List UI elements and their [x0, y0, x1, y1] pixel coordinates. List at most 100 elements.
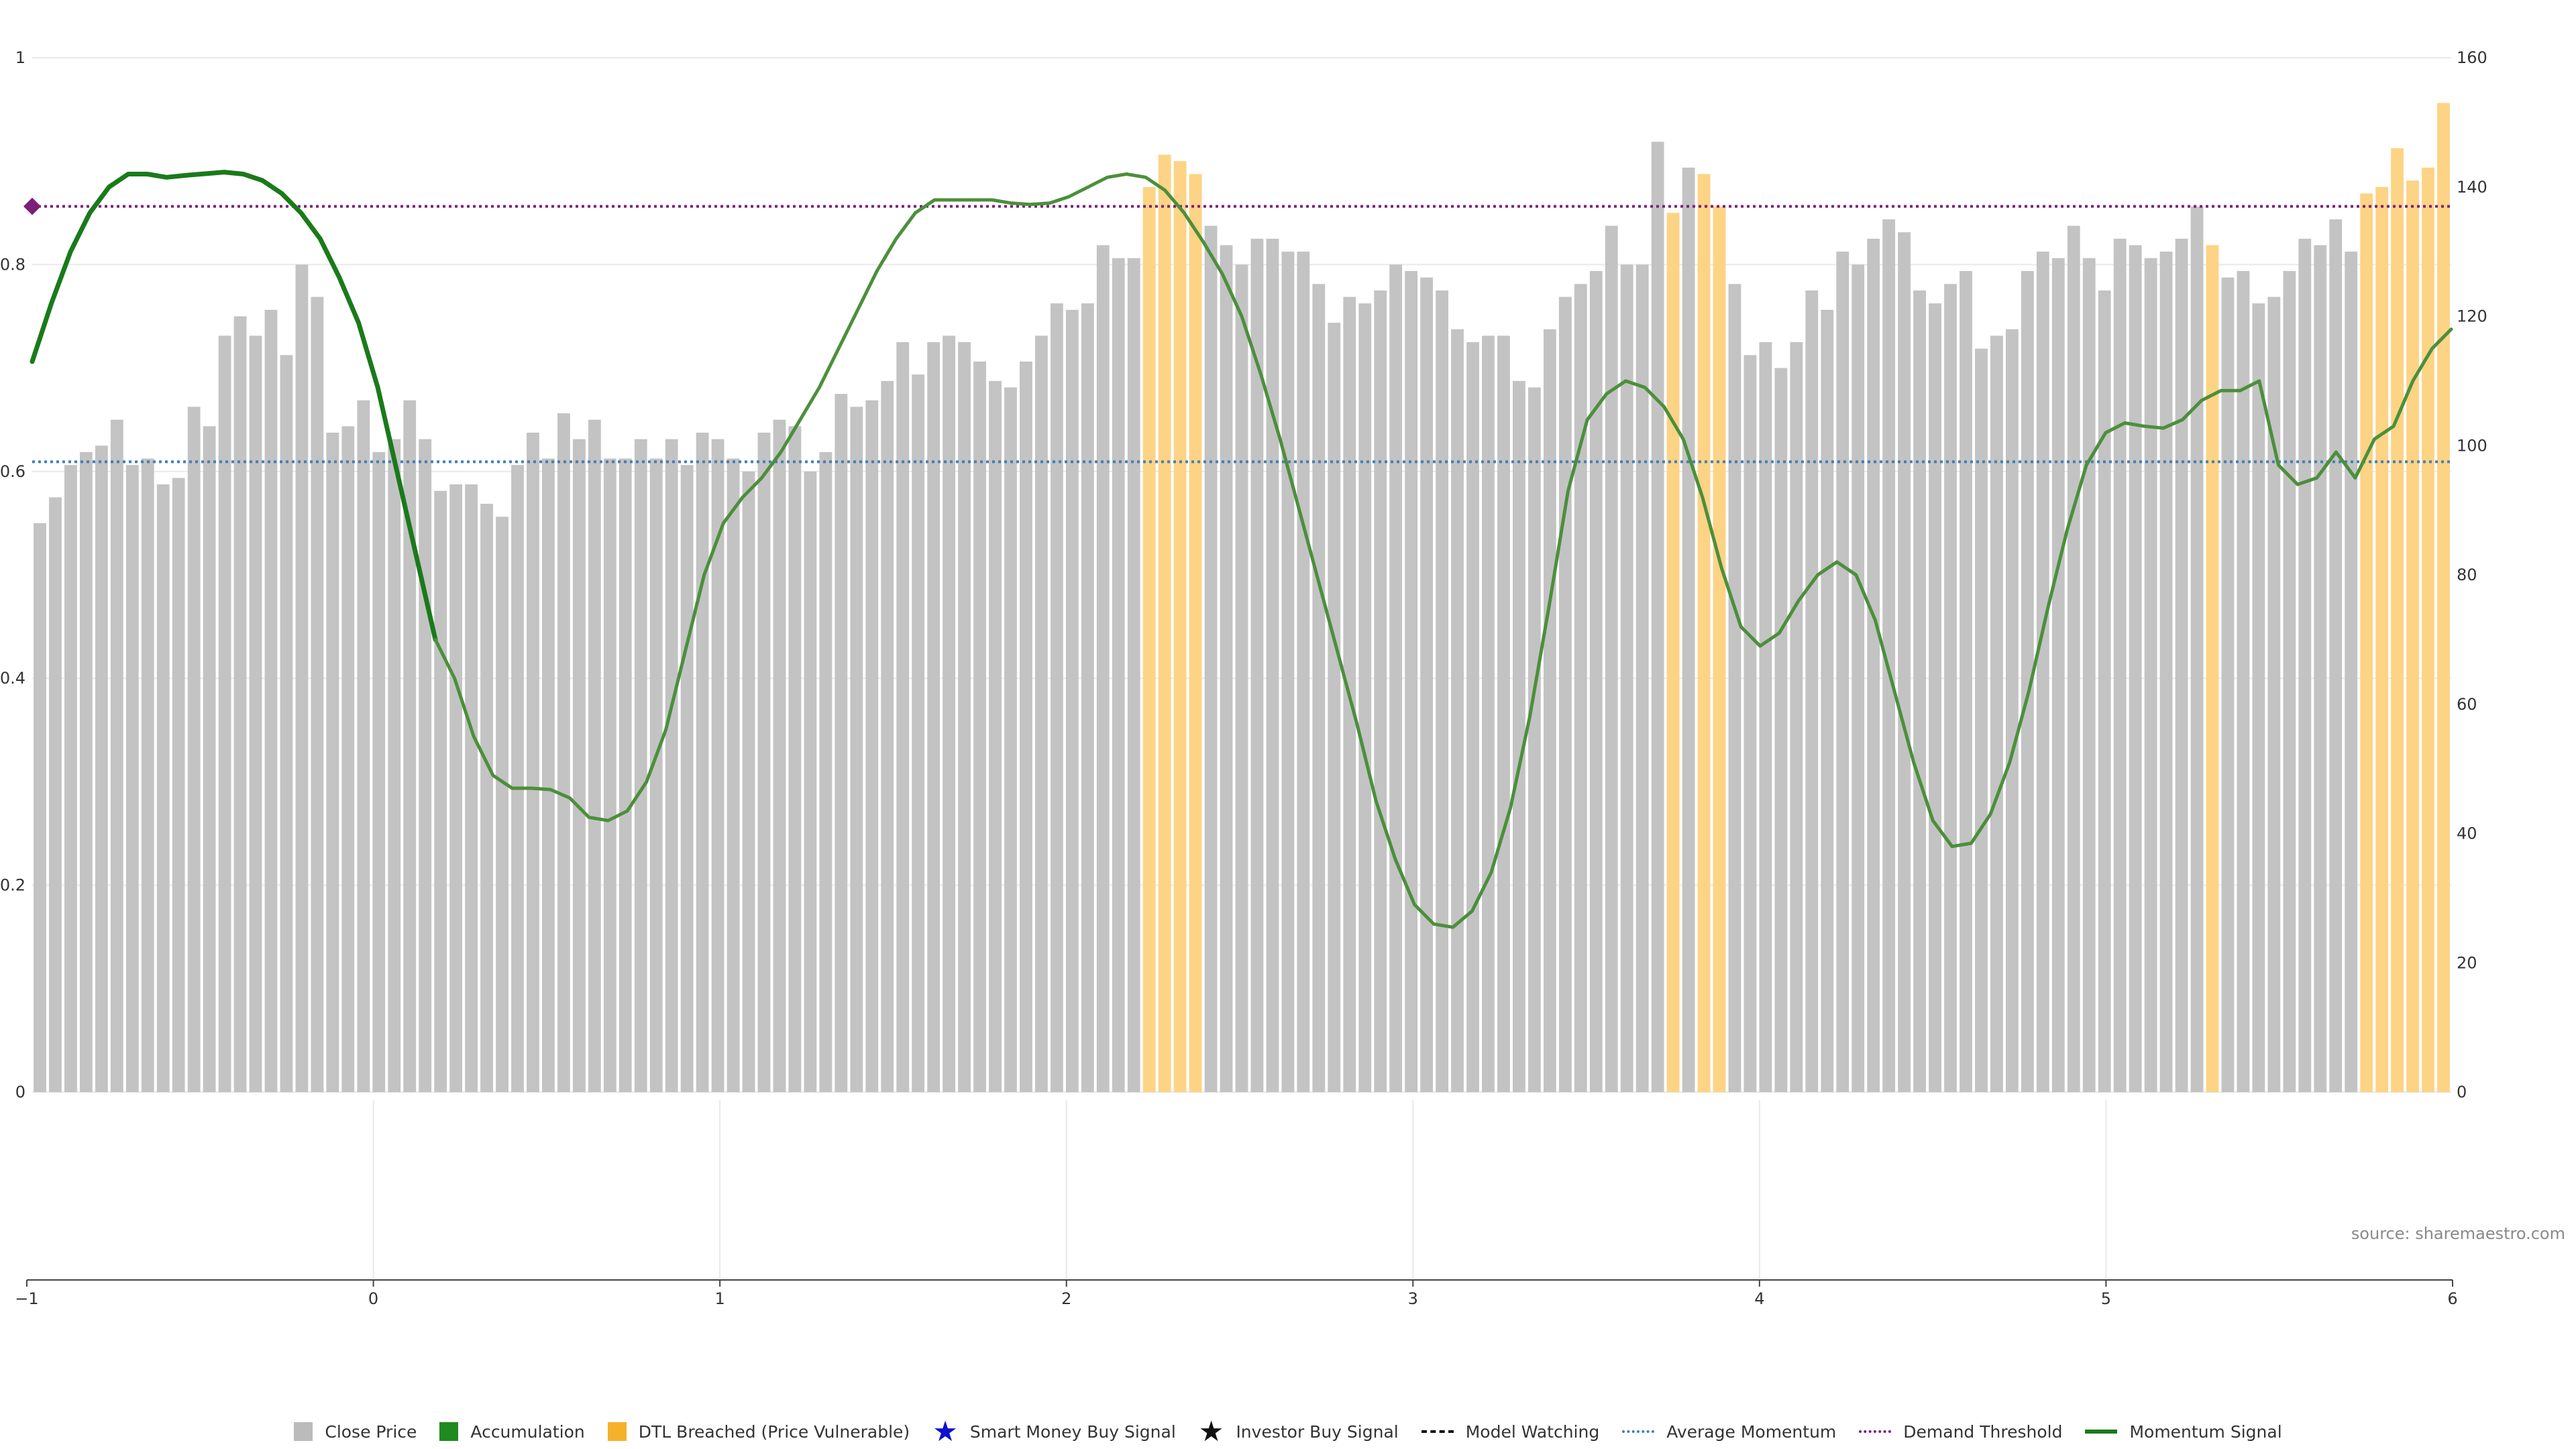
close-price-bar [280, 355, 293, 1092]
close-price-bar [742, 471, 755, 1092]
close-price-bar [1204, 225, 1218, 1093]
close-price-bar [2237, 271, 2250, 1092]
close-price-bar [2159, 252, 2173, 1093]
signal-lines [23, 170, 2453, 929]
legend-line-icon [2085, 1430, 2118, 1434]
right-axis-tick: 80 [2457, 566, 2477, 584]
close-price-bar [372, 451, 386, 1092]
close-price-bar [1436, 290, 1448, 1093]
close-price-bar [480, 503, 493, 1092]
close-price-bar [1374, 290, 1387, 1093]
close-price-bar [511, 465, 524, 1092]
close-price-bar [1759, 342, 1772, 1092]
dtl-breached-bar [2375, 186, 2389, 1092]
close-price-bar [896, 342, 910, 1092]
close-price-bar [1358, 303, 1372, 1093]
close-price-bar [2129, 245, 2142, 1092]
legend-item-model-watching: Model Watching [1421, 1422, 1599, 1442]
close-price-bar [1389, 264, 1403, 1092]
close-price-bar [156, 484, 170, 1092]
close-price-bar [2113, 238, 2127, 1093]
close-price-bar [2175, 238, 2188, 1093]
close-price-bars [34, 103, 2450, 1093]
close-price-bar [665, 439, 678, 1092]
close-price-bar [1497, 335, 1510, 1092]
legend-item-average-momentum: Average Momentum [1622, 1422, 1836, 1442]
left-axis-tick: 0.6 [0, 462, 25, 481]
dtl-breached-bar [1158, 154, 1171, 1092]
legend: Close Price Accumulation DTL Breached (Pri… [0, 1415, 2576, 1448]
dtl-breached-bar [1666, 213, 1680, 1092]
close-price-bar [2298, 238, 2312, 1093]
close-price-bar [49, 497, 62, 1092]
close-price-bar [757, 432, 771, 1092]
close-price-bar [958, 342, 971, 1092]
close-price-bar [95, 445, 108, 1092]
legend-line-icon [1421, 1430, 1454, 1433]
close-price-bar [1851, 264, 1865, 1092]
close-price-bar [1682, 167, 1695, 1093]
legend-line-icon [1859, 1430, 1892, 1433]
close-price-bar [2329, 219, 2343, 1093]
close-price-bar [1589, 271, 1603, 1092]
close-price-bar [434, 490, 447, 1092]
close-price-bar [619, 458, 632, 1092]
close-price-bar [419, 439, 432, 1092]
close-price-bar [1220, 245, 1233, 1092]
close-price-bar [1635, 264, 1649, 1092]
close-price-bar [1651, 142, 1664, 1092]
left-axis-tick: 0 [15, 1083, 25, 1102]
close-price-bar [1774, 368, 1788, 1092]
close-price-bar [341, 426, 355, 1092]
close-price-bar [1482, 335, 1495, 1092]
close-price-bar [649, 458, 663, 1092]
close-price-bar [218, 335, 231, 1092]
legend-item-momentum-signal: Momentum Signal [2085, 1422, 2282, 1442]
demand-threshold-marker [23, 197, 41, 215]
close-price-bar [2314, 245, 2327, 1092]
close-price-bar [2005, 329, 2019, 1092]
legend-label: DTL Breached (Price Vulnerable) [638, 1421, 910, 1442]
legend-square-icon [439, 1422, 459, 1441]
close-price-bar [727, 458, 740, 1092]
bottom-axis-tick: 1 [715, 1289, 725, 1308]
close-price-bar [1420, 277, 1434, 1092]
dtl-breached-bar [1697, 174, 1711, 1093]
close-price-bar [557, 413, 570, 1092]
close-price-bar [2252, 303, 2265, 1093]
close-price-bar [311, 297, 324, 1093]
close-price-bar [2190, 206, 2204, 1092]
close-price-bar [326, 432, 339, 1092]
momentum-signal-line-continued [433, 172, 2453, 929]
close-price-bar [1235, 264, 1248, 1092]
dtl-breached-bar [1142, 186, 1156, 1092]
close-price-bar [141, 458, 154, 1092]
dtl-breached-bar [2422, 167, 2434, 1093]
close-price-bar [1929, 303, 1941, 1093]
close-price-bar [110, 419, 123, 1092]
legend-label: Accumulation [470, 1421, 585, 1442]
close-price-bar [64, 465, 77, 1092]
close-price-bar [819, 451, 833, 1092]
close-price-bar [1250, 238, 1264, 1093]
close-price-bar [1620, 264, 1633, 1092]
close-price-bar [1913, 290, 1927, 1093]
dtl-breached-bar [1173, 161, 1187, 1093]
close-price-bar [2082, 258, 2096, 1092]
legend-label: Close Price [325, 1421, 417, 1442]
close-price-bar [1990, 335, 2003, 1092]
close-price-bar [2067, 225, 2080, 1093]
close-price-bar [1451, 329, 1464, 1092]
close-price-bar [1867, 238, 1880, 1093]
close-price-bar [1743, 355, 1757, 1092]
close-price-bar [203, 426, 216, 1092]
close-price-bar [527, 432, 539, 1092]
momentum-chart: 0 0.2 0.4 0.6 0.8 1 0 20 40 60 80 100 120 140 160 −1 0 1 2… [0, 48, 2565, 1308]
close-price-bar [2144, 258, 2157, 1092]
legend-label: Momentum Signal [2129, 1421, 2282, 1442]
close-price-bar [2267, 297, 2281, 1093]
legend-star-icon: ★ [932, 1415, 958, 1448]
close-price-bar [1405, 271, 1418, 1092]
close-price-bar [1312, 284, 1326, 1092]
close-price-bar [1882, 219, 1896, 1093]
